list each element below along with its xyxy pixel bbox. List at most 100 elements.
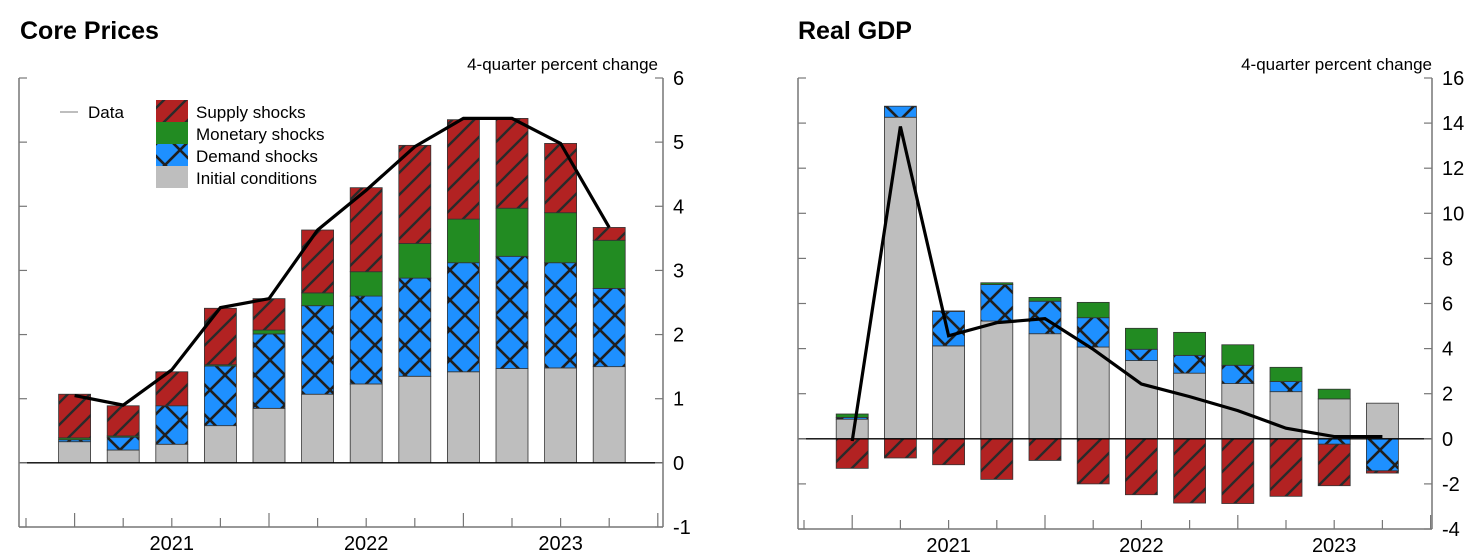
bar-segment-supply-shocks (544, 143, 577, 214)
x-tick-label: 2023 (1312, 535, 1357, 557)
data-line (850, 126, 1383, 442)
bar-segment-monetary-shocks (252, 329, 286, 335)
bar-segment-monetary-shocks (398, 243, 432, 279)
axes-layer: -1 0 1 2 3 4 5 6 2021 2022 2023 (18, 68, 691, 555)
bar-segment-initial-conditions (932, 345, 965, 440)
bar-segment-demand-shocks (1269, 381, 1303, 393)
y-tick-label: 10 (1442, 203, 1464, 225)
data-line-layer (850, 126, 1383, 442)
legend-supply-label: Supply shocks (196, 103, 306, 122)
legend-supply-swatch (156, 100, 188, 122)
y-tick-label: 12 (1442, 158, 1464, 180)
x-tick-label: 2023 (538, 533, 583, 555)
bar-segment-supply-shocks (835, 438, 869, 469)
bar-segment-supply-shocks (980, 438, 1014, 480)
bar-segment-initial-conditions (495, 368, 529, 464)
data-line (74, 116, 611, 407)
bar-segment-supply-shocks (932, 438, 965, 466)
bar-segment-supply-shocks (495, 118, 529, 209)
bar-segment-supply-shocks (1366, 470, 1399, 474)
bar-segment-monetary-shocks (349, 271, 383, 297)
bar-segment-initial-conditions (155, 443, 189, 464)
bar-segment-monetary-shocks (1269, 366, 1303, 382)
bar-segment-demand-shocks (349, 295, 383, 385)
bar-segment-demand-shocks (1221, 364, 1255, 384)
bar-segment-supply-shocks (203, 307, 237, 366)
bar-segment-demand-shocks (301, 305, 335, 395)
bar-segment-initial-conditions (446, 371, 480, 464)
bar-segment-initial-conditions (349, 383, 383, 464)
bar-segment-demand-shocks (203, 365, 237, 427)
y-tick-label: 2 (1442, 384, 1453, 406)
bar-segment-supply-shocks (446, 119, 480, 220)
bar-segment-monetary-shocks (1173, 331, 1206, 356)
bars-layer (835, 105, 1399, 504)
bar-segment-monetary-shocks (1125, 327, 1158, 350)
unit-label: 4-quarter percent change (1241, 55, 1432, 74)
bar-segment-demand-shocks (1366, 438, 1399, 472)
y-tick-label: 0 (673, 453, 684, 475)
bar-segment-initial-conditions (1125, 360, 1158, 440)
y-tick-label: 16 (1442, 68, 1464, 90)
data-line-layer (74, 116, 611, 407)
bar-segment-supply-shocks (1076, 438, 1110, 485)
axes-layer: -4 -2 0 2 4 6 8 10 12 14 16 2021 2022 2023 (797, 68, 1464, 557)
bar-segment-monetary-shocks (1317, 388, 1351, 400)
bar-segment-demand-shocks (884, 105, 917, 118)
legend-demand-swatch (156, 144, 188, 166)
y-tick-label: 14 (1442, 113, 1464, 135)
bar-segment-demand-shocks (398, 277, 432, 377)
bar-segment-monetary-shocks (592, 239, 626, 289)
bar-segment-demand-shocks (544, 262, 577, 369)
bar-segment-demand-shocks (495, 255, 529, 369)
bar-segment-supply-shocks (1317, 443, 1351, 487)
bar-segment-supply-shocks (398, 144, 432, 244)
bar-segment-monetary-shocks (1221, 344, 1255, 366)
bar-segment-supply-shocks (1028, 438, 1062, 461)
y-tick-label: 0 (1442, 429, 1453, 451)
y-tick-label: 2 (673, 325, 684, 347)
bar-segment-monetary-shocks (301, 292, 335, 307)
bar-segment-monetary-shocks (495, 207, 529, 257)
x-tick-label: 2022 (1119, 535, 1164, 557)
y-tick-label: 1 (673, 389, 684, 411)
y-tick-label: 5 (673, 132, 684, 154)
bar-segment-demand-shocks (1125, 348, 1158, 361)
legend-demand-label: Demand shocks (196, 147, 318, 166)
bar-segment-initial-conditions (544, 367, 577, 464)
bar-segment-supply-shocks (884, 438, 917, 459)
x-tick-label: 2022 (344, 533, 389, 555)
bar-segment-demand-shocks (1317, 438, 1351, 445)
y-tick-label: 4 (1442, 339, 1453, 361)
legend-initial-swatch (156, 166, 188, 188)
y-tick-label: 4 (673, 196, 684, 218)
bar-segment-monetary-shocks (932, 310, 965, 312)
bar-segment-supply-shocks (1125, 438, 1158, 496)
legend: Data Supply shocks Monetary shocks Deman… (60, 100, 325, 188)
bar-segment-initial-conditions (1366, 402, 1399, 440)
legend-data-label: Data (88, 103, 124, 122)
bar-segment-demand-shocks (155, 405, 189, 445)
bar-segment-supply-shocks (1269, 438, 1303, 497)
legend-monetary-swatch (156, 122, 188, 144)
bar-segment-demand-shocks (980, 284, 1014, 322)
bar-segment-demand-shocks (252, 333, 286, 409)
bar-segment-initial-conditions (980, 320, 1014, 440)
bar-segment-monetary-shocks (544, 212, 577, 264)
bar-segment-demand-shocks (446, 262, 480, 373)
bar-segment-initial-conditions (301, 393, 335, 464)
bar-segment-initial-conditions (106, 449, 140, 464)
chart-title: Real GDP (798, 17, 912, 45)
bar-segment-demand-shocks (106, 436, 140, 451)
y-tick-label: -4 (1442, 519, 1460, 541)
y-tick-label: 6 (673, 68, 684, 90)
chart-title: Core Prices (20, 17, 159, 45)
bar-segment-initial-conditions (398, 375, 432, 464)
bar-segment-initial-conditions (58, 441, 91, 464)
unit-label: 4-quarter percent change (467, 55, 658, 74)
bar-segment-initial-conditions (1317, 398, 1351, 440)
bar-segment-initial-conditions (1028, 333, 1062, 440)
bar-segment-supply-shocks (106, 405, 140, 437)
bar-segment-initial-conditions (252, 407, 286, 464)
